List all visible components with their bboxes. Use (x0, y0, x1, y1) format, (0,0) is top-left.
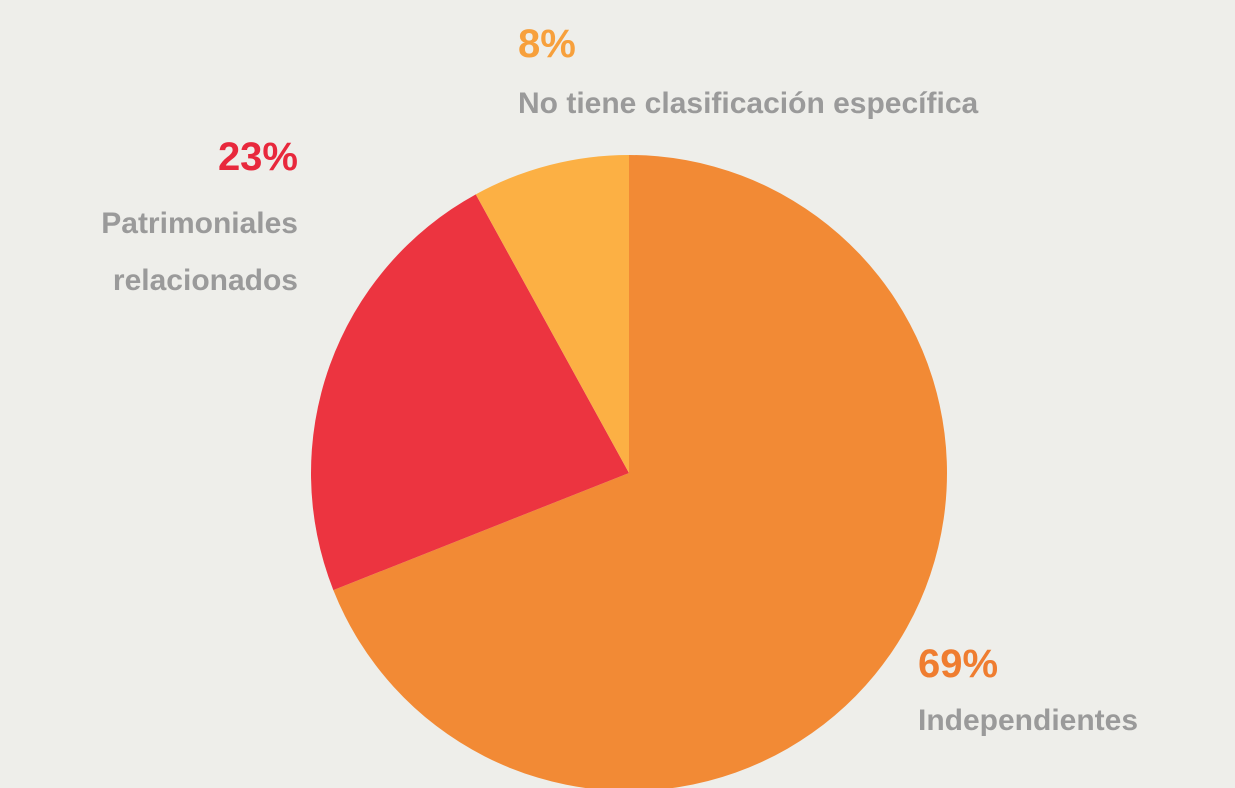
category-label: Patrimoniales relacionados (101, 207, 298, 297)
pie-slice (333, 155, 947, 788)
pie-slice (475, 155, 629, 473)
category-label: Independientes (918, 704, 1139, 737)
pie-slice (311, 194, 629, 591)
value-label: 23% (217, 135, 298, 179)
value-label: 8% (518, 22, 576, 66)
category-label: No tiene clasificación específica (518, 87, 979, 120)
value-label: 69% (918, 642, 999, 686)
